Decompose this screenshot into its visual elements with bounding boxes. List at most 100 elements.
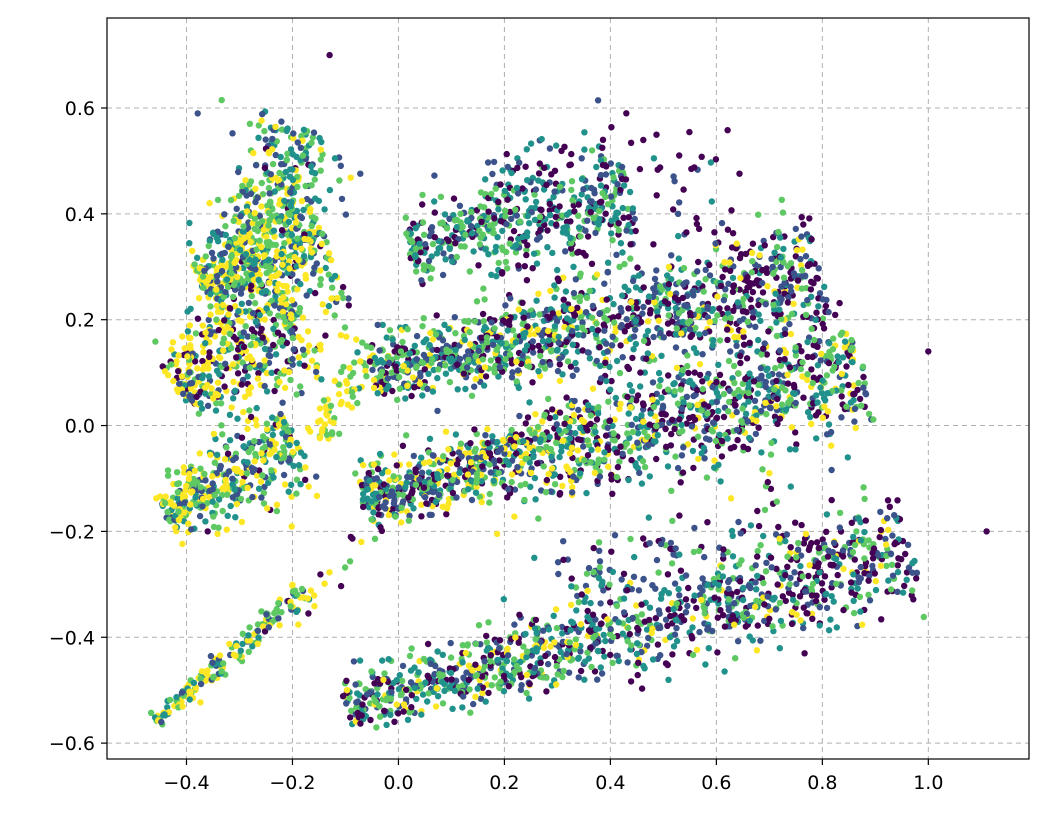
- scatter-point: [575, 212, 582, 219]
- scatter-point: [431, 198, 438, 205]
- scatter-point: [876, 533, 883, 541]
- scatter-point: [754, 390, 761, 397]
- scatter-point: [345, 295, 352, 302]
- scatter-point: [674, 210, 682, 217]
- scatter-point: [683, 229, 690, 236]
- scatter-point: [188, 481, 195, 489]
- scatter-point: [326, 569, 333, 576]
- scatter-point: [535, 290, 542, 297]
- scatter-point: [278, 161, 285, 168]
- scatter-point: [313, 473, 320, 480]
- scatter-point: [413, 332, 421, 340]
- scatter-point: [260, 623, 267, 630]
- scatter-point: [243, 270, 250, 277]
- scatter-point: [894, 588, 901, 595]
- scatter-point: [328, 256, 335, 264]
- scatter-point: [454, 386, 461, 393]
- scatter-point: [689, 288, 697, 295]
- scatter-point: [602, 637, 609, 645]
- scatter-point: [427, 660, 434, 667]
- scatter-point: [721, 623, 729, 630]
- scatter-point: [639, 400, 647, 407]
- scatter-point: [297, 449, 305, 456]
- scatter-point: [652, 585, 659, 592]
- scatter-point: [452, 240, 459, 247]
- scatter-point: [513, 662, 520, 670]
- scatter-point: [903, 569, 911, 576]
- scatter-point: [619, 630, 626, 637]
- scatter-point: [337, 162, 344, 169]
- scatter-point: [302, 182, 309, 190]
- scatter-point: [230, 395, 237, 402]
- scatter-point: [272, 293, 279, 300]
- scatter-point: [808, 366, 815, 373]
- scatter-point: [818, 389, 826, 397]
- scatter-point: [175, 352, 182, 359]
- scatter-point: [270, 341, 277, 349]
- scatter-point: [173, 386, 181, 393]
- scatter-point: [302, 464, 309, 471]
- scatter-point: [658, 394, 665, 401]
- scatter-point: [646, 473, 653, 480]
- scatter-point: [307, 587, 315, 594]
- scatter-point: [420, 315, 427, 322]
- scatter-point: [646, 540, 653, 547]
- scatter-point: [865, 591, 872, 598]
- scatter-point: [197, 465, 204, 472]
- scatter-point: [309, 134, 317, 141]
- scatter-point: [920, 613, 927, 621]
- scatter-point: [688, 331, 696, 339]
- scatter-point: [653, 267, 660, 274]
- scatter-point: [524, 414, 532, 421]
- scatter-point: [544, 660, 552, 668]
- scatter-point: [894, 568, 902, 576]
- scatter-point: [341, 564, 349, 571]
- scatter-point: [231, 465, 238, 472]
- scatter-point: [618, 321, 625, 329]
- scatter-point: [798, 285, 806, 292]
- scatter-point: [676, 512, 683, 519]
- scatter-point: [782, 597, 789, 605]
- scatter-point: [317, 281, 324, 288]
- scatter-point: [798, 214, 805, 221]
- scatter-point: [557, 648, 564, 656]
- scatter-point: [376, 703, 383, 710]
- scatter-point: [578, 155, 585, 162]
- scatter-point: [276, 622, 283, 629]
- scatter-point: [553, 681, 560, 688]
- scatter-point: [752, 562, 759, 569]
- scatter-point: [548, 465, 556, 472]
- scatter-point: [632, 299, 640, 306]
- scatter-point: [508, 426, 515, 434]
- scatter-point: [472, 353, 479, 360]
- scatter-point: [248, 282, 255, 290]
- scatter-point: [247, 413, 255, 421]
- scatter-point: [342, 211, 350, 218]
- scatter-point: [418, 711, 425, 718]
- scatter-point: [197, 675, 204, 682]
- scatter-point: [572, 636, 579, 643]
- scatter-point: [474, 685, 481, 692]
- scatter-point: [376, 347, 383, 354]
- scatter-point: [357, 170, 364, 177]
- scatter-point: [254, 627, 262, 634]
- scatter-point: [761, 506, 769, 514]
- scatter-point: [724, 336, 731, 344]
- scatter-point: [348, 707, 355, 714]
- scatter-point: [713, 414, 721, 421]
- scatter-point: [684, 602, 691, 610]
- scatter-point: [447, 654, 455, 661]
- scatter-point: [887, 550, 895, 557]
- scatter-point: [797, 552, 805, 559]
- scatter-point: [273, 453, 280, 461]
- scatter-point: [387, 711, 394, 718]
- scatter-point: [453, 461, 461, 468]
- scatter-point: [763, 410, 770, 418]
- scatter-point: [620, 214, 627, 221]
- scatter-point: [598, 670, 606, 677]
- scatter-point: [385, 359, 393, 366]
- scatter-point: [390, 500, 398, 507]
- scatter-point: [281, 448, 288, 455]
- scatter-point: [714, 614, 721, 621]
- scatter-point: [240, 235, 247, 242]
